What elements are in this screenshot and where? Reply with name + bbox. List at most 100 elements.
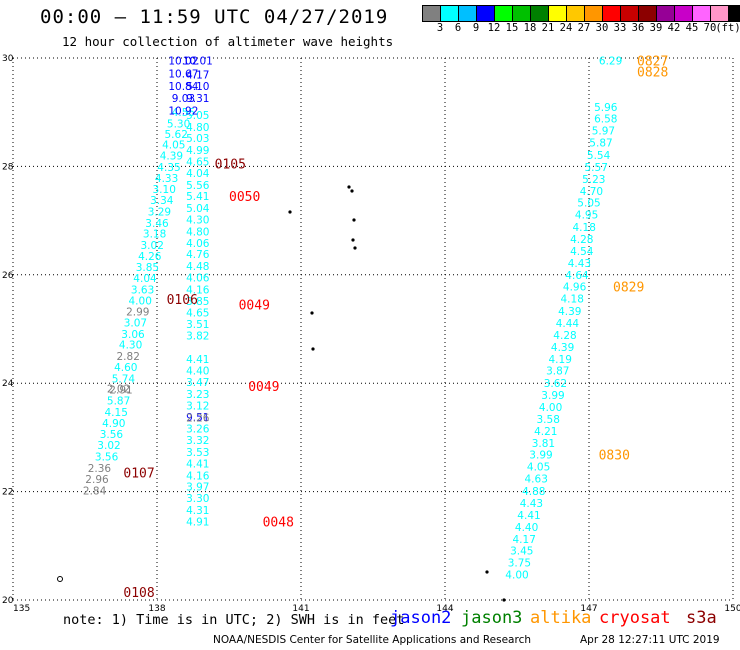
legend-label: 27 bbox=[577, 22, 591, 34]
wave-height-value: 5.87 bbox=[107, 396, 130, 408]
wave-height-value: 4.26 bbox=[138, 251, 162, 263]
y-tick-label: 28 bbox=[2, 162, 14, 172]
wave-height-value: 4.39 bbox=[558, 306, 581, 318]
land-marker bbox=[485, 570, 489, 574]
legend-label: (ft) bbox=[715, 22, 740, 34]
wave-height-value: 4.65 bbox=[186, 308, 209, 320]
wave-height-value: 10.67 bbox=[168, 69, 198, 81]
wave-height-value: 3.12 bbox=[186, 400, 209, 412]
legend-swatch bbox=[423, 6, 441, 21]
wave-height-value: 3.87 bbox=[546, 366, 569, 378]
wave-height-value: 4.05 bbox=[527, 462, 550, 474]
wave-height-value: 3.99 bbox=[541, 390, 564, 402]
legend-swatch bbox=[603, 6, 621, 21]
y-tick-label: 22 bbox=[2, 488, 13, 498]
wave-height-value: 4.41 bbox=[186, 354, 209, 366]
chart-title: 00:00 – 11:59 UTC 04/27/2019 bbox=[40, 6, 389, 28]
wave-height-value: 4.41 bbox=[186, 458, 209, 470]
wave-height-value: 4.91 bbox=[186, 516, 209, 528]
wave-height-value: 4.80 bbox=[186, 122, 209, 134]
wave-height-value: 3.63 bbox=[131, 284, 154, 296]
wave-height-value: 4.48 bbox=[186, 261, 209, 273]
wave-height-value: 4.00 bbox=[539, 402, 562, 414]
wave-height-value: 3.02 bbox=[141, 240, 164, 252]
wave-height-value: 4.63 bbox=[525, 474, 548, 486]
land-marker bbox=[353, 246, 357, 250]
wave-height-value: 4.00 bbox=[129, 295, 152, 307]
wave-height-value: 4.39 bbox=[160, 151, 183, 163]
wave-height-value: 6.58 bbox=[594, 114, 617, 126]
pass-number-label: 0107 bbox=[123, 467, 154, 482]
wave-height-value: 5.05 bbox=[186, 110, 209, 122]
wave-height-value: 3.29 bbox=[148, 206, 171, 218]
y-tick-label: 24 bbox=[2, 379, 14, 389]
wave-height-value: 4.00 bbox=[505, 570, 528, 582]
wave-height-value: 5.62 bbox=[165, 129, 188, 141]
wave-height-value: 4.90 bbox=[102, 418, 125, 430]
wave-height-value: 3.97 bbox=[186, 482, 209, 494]
wave-height-value: 4.43 bbox=[568, 258, 591, 270]
wave-height-value: 5.05 bbox=[577, 198, 600, 210]
mission-label-cryosat: cryosat bbox=[599, 608, 671, 628]
legend-label: 3 bbox=[436, 22, 444, 34]
wave-height-value: 4.40 bbox=[186, 366, 209, 378]
wave-height-value: 4.76 bbox=[186, 249, 210, 261]
wave-height-value: 4.44 bbox=[556, 318, 580, 330]
legend-swatch bbox=[639, 6, 657, 21]
wave-height-value: 4.35 bbox=[157, 162, 180, 174]
pass-number-label: 0105 bbox=[215, 158, 246, 173]
wave-height-value: 3.56 bbox=[100, 429, 124, 441]
wave-height-value: 3.58 bbox=[537, 414, 560, 426]
wave-height-value: 2.96 bbox=[85, 474, 109, 486]
wave-height-value: 3.07 bbox=[124, 317, 147, 329]
legend-swatch bbox=[441, 6, 459, 21]
wave-height-value: 2.82 bbox=[117, 351, 140, 363]
wave-height-value: 2.99 bbox=[126, 307, 149, 319]
legend-swatch bbox=[693, 6, 711, 21]
pass-number-label: 0830 bbox=[599, 449, 630, 464]
legend-label: 45 bbox=[685, 22, 699, 34]
legend-swatch bbox=[531, 6, 549, 21]
x-tick-label: 144 bbox=[436, 604, 453, 614]
wave-height-value: 4.15 bbox=[105, 407, 128, 419]
wave-height-value: 4.16 bbox=[186, 470, 210, 482]
pass-number-label: 0106 bbox=[167, 293, 198, 308]
wave-height-value: 4.19 bbox=[549, 354, 572, 366]
x-tick-label: 150 bbox=[724, 604, 740, 614]
pass-number-label: 0828 bbox=[637, 66, 668, 81]
footer-timestamp: Apr 28 12:27:11 UTC 2019 bbox=[580, 634, 720, 646]
legend-swatch bbox=[585, 6, 603, 21]
wave-height-value: 5.04 bbox=[186, 203, 210, 215]
wave-height-value: 4.30 bbox=[119, 340, 142, 352]
wave-height-value: 6.29 bbox=[599, 56, 622, 68]
wave-height-value: 10.92 bbox=[168, 106, 198, 118]
mission-label-jason3: jason3 bbox=[461, 608, 523, 628]
wave-height-value: 9.03 bbox=[172, 93, 195, 105]
y-tick-label: 30 bbox=[2, 54, 14, 64]
color-scale-legend bbox=[422, 5, 740, 22]
x-tick-label: 147 bbox=[580, 604, 597, 614]
wave-height-value: 4.05 bbox=[162, 140, 185, 152]
x-tick-label: 135 bbox=[13, 604, 30, 614]
wave-height-value: 4.95 bbox=[575, 210, 598, 222]
mission-label-jason2: jason2 bbox=[390, 608, 452, 628]
legend-swatch bbox=[729, 6, 740, 21]
wave-height-value: 3.30 bbox=[186, 493, 209, 505]
land-marker bbox=[351, 238, 355, 242]
legend-label: 39 bbox=[649, 22, 663, 34]
wave-height-value: 4.88 bbox=[522, 486, 545, 498]
land-marker bbox=[352, 218, 356, 222]
wave-height-value: 3.26 bbox=[186, 424, 210, 436]
wave-height-value: 2.36 bbox=[88, 463, 112, 475]
wave-height-value: 3.45 bbox=[510, 546, 533, 558]
wave-height-value: 3.34 bbox=[150, 195, 174, 207]
wave-height-value: 3.53 bbox=[186, 447, 209, 459]
wave-height-value: 3.02 bbox=[97, 440, 120, 452]
units-note: note: 1) Time is in UTC; 2) SWH is in fe… bbox=[63, 612, 405, 628]
legend-swatch bbox=[495, 6, 513, 21]
mission-label-s3a: s3a bbox=[686, 608, 717, 628]
y-tick-label: 26 bbox=[2, 271, 14, 281]
legend-label: 70 bbox=[703, 22, 717, 34]
